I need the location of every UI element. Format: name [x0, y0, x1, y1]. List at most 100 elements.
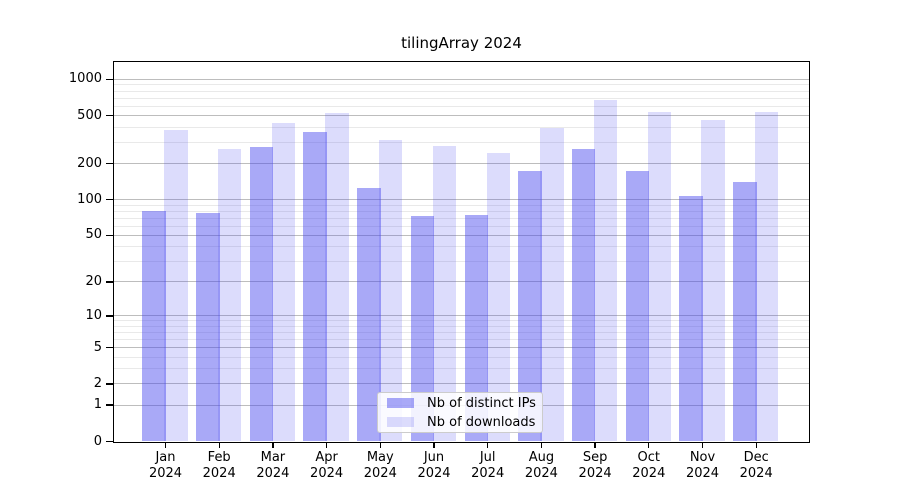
bar-downloads [647, 112, 671, 441]
major-gridline [114, 281, 809, 283]
bar-downloads [593, 99, 618, 441]
y-tick-label: 100 [77, 191, 102, 207]
minor-gridline [114, 261, 809, 263]
y-tick-mark [106, 281, 113, 283]
bar-distinct-ips [571, 148, 596, 441]
y-tick-label: 1000 [68, 71, 102, 87]
y-tick-mark [106, 78, 113, 81]
x-tick-year: 2024 [524, 465, 558, 481]
bar-distinct-ips [733, 181, 757, 441]
bar-downloads [701, 119, 725, 441]
y-tick-label: 10 [85, 307, 102, 323]
x-tick-label: Jun 2024 [402, 450, 466, 481]
x-tick-label: Feb 2024 [187, 450, 251, 481]
x-tick-label: Aug 2024 [509, 450, 573, 481]
x-tick-month: Jun [423, 450, 445, 465]
x-tick-month: May [366, 450, 394, 465]
bar-distinct-ips [303, 132, 327, 441]
x-tick-month: Aug [528, 450, 555, 465]
bars-layer [114, 62, 809, 442]
x-tick-label: Nov 2024 [671, 450, 735, 481]
minor-gridline [114, 210, 809, 212]
x-tick-year: 2024 [471, 465, 505, 481]
bar-distinct-ips [357, 187, 381, 441]
major-gridline [114, 383, 809, 385]
major-gridline [114, 347, 809, 349]
x-tick-month: Mar [260, 450, 286, 465]
major-gridline [114, 199, 809, 201]
minor-gridline [114, 105, 809, 107]
bar-downloads [271, 123, 296, 441]
x-tick-mark [164, 443, 167, 448]
major-gridline [114, 163, 809, 165]
x-tick-year: 2024 [685, 465, 720, 481]
bar-downloads [379, 140, 403, 441]
minor-gridline [114, 339, 809, 341]
x-tick-year: 2024 [202, 465, 236, 481]
y-tick-label: 50 [85, 227, 102, 243]
y-tick-mark [106, 198, 113, 201]
x-tick-month: Oct [637, 450, 661, 465]
y-tick-mark [106, 234, 113, 237]
major-gridline [114, 115, 809, 117]
legend-swatch-distinct-ips [387, 398, 414, 408]
x-tick-label: Dec 2024 [724, 450, 788, 481]
y-tick-mark [106, 404, 113, 406]
bar-downloads [164, 129, 188, 441]
x-tick-label: Mar 2024 [241, 450, 305, 481]
bar-distinct-ips [625, 170, 650, 441]
bar-distinct-ips [196, 212, 220, 441]
x-tick-month: Apr [315, 450, 338, 465]
legend-item-downloads: Nb of downloads [378, 413, 542, 432]
bar-distinct-ips [249, 147, 274, 441]
bar-downloads [486, 152, 510, 441]
y-tick-label: 2 [93, 375, 102, 391]
bar-distinct-ips [142, 210, 166, 441]
x-tick-month: Nov [689, 450, 716, 465]
chart-title: tilingArray 2024 [401, 34, 522, 52]
y-tick-label: 200 [77, 155, 102, 171]
legend-swatch-downloads [387, 417, 414, 427]
y-tick-label: 1 [93, 397, 102, 413]
major-gridline [114, 234, 809, 236]
minor-gridline [114, 356, 809, 358]
x-tick-label: Jan 2024 [134, 450, 198, 481]
minor-gridline [114, 217, 809, 219]
y-tick-mark [106, 115, 113, 117]
bar-distinct-ips [410, 216, 435, 441]
major-gridline [114, 315, 809, 317]
y-tick-label: 5 [93, 339, 102, 355]
x-tick-year: 2024 [417, 465, 451, 481]
x-tick-month: Jan [155, 450, 176, 465]
legend-item-distinct-ips: Nb of distinct IPs [378, 394, 542, 413]
y-tick-mark [106, 346, 113, 349]
x-tick-year: 2024 [739, 465, 773, 481]
minor-gridline [114, 84, 809, 86]
x-tick-year: 2024 [310, 465, 344, 481]
x-tick-mark [325, 443, 328, 448]
minor-gridline [114, 97, 809, 99]
minor-gridline [114, 325, 809, 327]
x-tick-month: Feb [207, 450, 231, 465]
x-tick-mark [701, 443, 704, 448]
minor-gridline [114, 246, 809, 248]
x-tick-year: 2024 [578, 465, 612, 481]
minor-gridline [114, 225, 809, 227]
x-tick-year: 2024 [148, 465, 183, 481]
x-tick-label: Sep 2024 [563, 450, 627, 481]
minor-gridline [114, 320, 809, 322]
y-tick-label: 20 [85, 273, 102, 289]
bar-distinct-ips [679, 196, 703, 441]
minor-gridline [114, 332, 809, 334]
x-tick-mark [487, 443, 489, 448]
bar-downloads [218, 149, 242, 441]
x-tick-mark [379, 443, 381, 448]
minor-gridline [114, 204, 809, 206]
x-tick-year: 2024 [256, 465, 290, 481]
minor-gridline [114, 368, 809, 370]
x-tick-label: May 2024 [348, 450, 412, 481]
legend: Nb of distinct IPs Nb of downloads [377, 392, 543, 433]
x-tick-label: Apr 2024 [295, 450, 359, 481]
x-tick-month: Jul [479, 450, 496, 465]
minor-gridline [114, 141, 809, 143]
